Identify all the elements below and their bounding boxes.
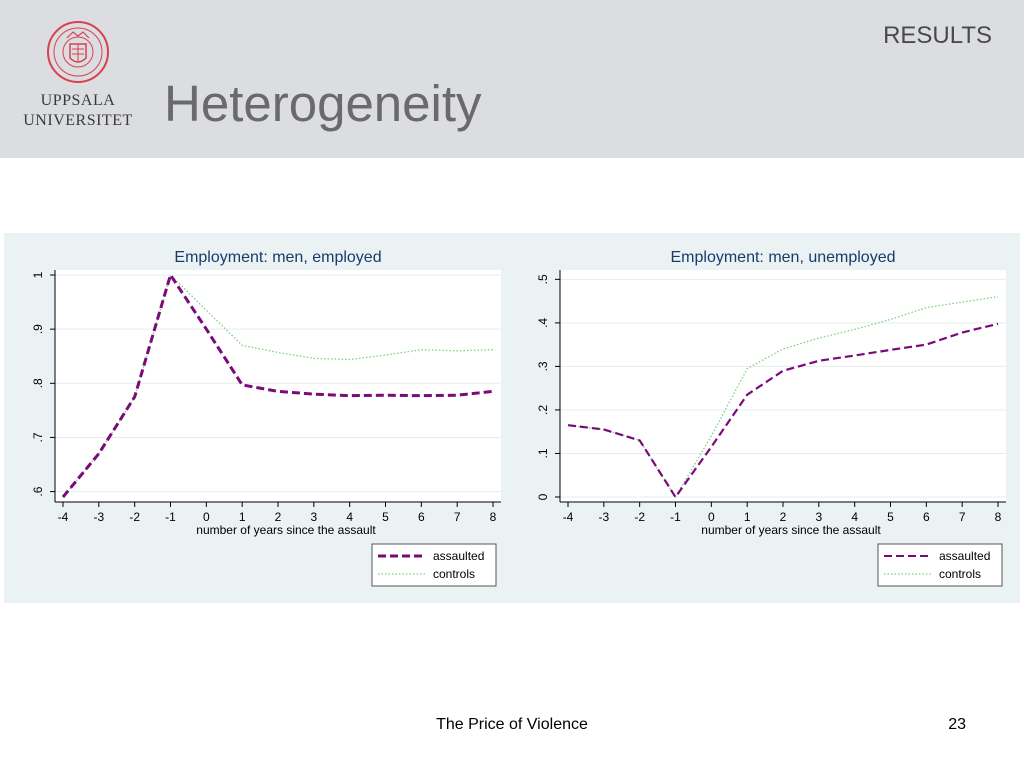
charts-canvas: Employment: men, employed .6 .7 .8 .9 1 -4 -3 -2… [31, 249, 1006, 587]
x-tick-label: 0 [708, 510, 715, 524]
legend-label-controls: controls [939, 567, 981, 581]
series-line-assaulted [61, 271, 494, 498]
x-tick-label: 6 [923, 510, 930, 524]
x-tick-label: -4 [58, 510, 69, 524]
x-axis-label: number of years since the assault [196, 523, 376, 537]
x-tick-label: 2 [275, 510, 282, 524]
x-tick-label: 8 [995, 510, 1002, 524]
logo-text-line2: UNIVERSITET [23, 112, 133, 129]
y-tick-label: .3 [536, 361, 550, 371]
x-tick-label: 7 [959, 510, 966, 524]
x-tick-label: 7 [454, 510, 461, 524]
y-tick-label: .9 [31, 324, 45, 334]
footer-text: The Price of Violence [436, 716, 588, 733]
legend-label-assaulted: assaulted [433, 549, 484, 563]
plot-area [560, 270, 1006, 502]
x-tick-label: -3 [598, 510, 609, 524]
x-tick-label: 4 [851, 510, 858, 524]
x-tick-label: 3 [815, 510, 822, 524]
y-tick-label: .2 [536, 405, 550, 415]
chart-2: Employment: men, unemployed 0 .1 .2 .3 .4 .5 -4… [536, 249, 1006, 587]
x-tick-label: 8 [490, 510, 497, 524]
x-tick-label: 3 [310, 510, 317, 524]
chart-title: Employment: men, employed [174, 249, 381, 266]
university-seal-icon [47, 21, 109, 83]
x-tick-label: 1 [744, 510, 751, 524]
y-tick-label: 1 [31, 271, 45, 278]
x-tick-label: -2 [634, 510, 645, 524]
slide-title: Heterogeneity [164, 75, 482, 132]
x-tick-label: 4 [346, 510, 353, 524]
x-tick-label: 5 [887, 510, 894, 524]
page-number: 23 [948, 716, 966, 733]
y-tick-label: .7 [31, 432, 45, 442]
chart-title: Employment: men, unemployed [671, 249, 896, 266]
x-tick-label: 6 [418, 510, 425, 524]
x-axis-label: number of years since the assault [701, 523, 881, 537]
chart-panel: Employment: men, employed .6 .7 .8 .9 1 -4 -3 -2… [4, 233, 1020, 603]
y-tick-label: 0 [536, 493, 550, 500]
x-tick-label: -1 [165, 510, 176, 524]
chart-1: Employment: men, employed .6 .7 .8 .9 1 -4 -3 -2… [31, 249, 501, 587]
x-tick-label: 5 [382, 510, 389, 524]
y-tick-label: .1 [536, 448, 550, 458]
plot-area [55, 270, 501, 502]
x-tick-label: -3 [93, 510, 104, 524]
slide-header: UPPSALA UNIVERSITET RESULTS Heterogeneit… [0, 0, 1024, 158]
legend: assaulted controls [371, 543, 497, 587]
legend-box [877, 543, 1003, 587]
x-tick-label: -2 [129, 510, 140, 524]
x-tick-label: 1 [239, 510, 246, 524]
series-line-assaulted [567, 322, 999, 499]
logo-text-line1: UPPSALA [40, 92, 116, 109]
x-tick-label: -4 [563, 510, 574, 524]
legend-box [371, 543, 497, 587]
y-tick-label: .4 [536, 318, 550, 328]
y-tick-label: .6 [31, 486, 45, 496]
x-tick-label: 0 [203, 510, 210, 524]
section-label: RESULTS [883, 22, 992, 49]
x-tick-label: 2 [780, 510, 787, 524]
university-logo: UPPSALA UNIVERSITET [20, 18, 136, 136]
x-tick-label: -1 [670, 510, 681, 524]
legend: assaulted controls [877, 543, 1003, 587]
y-tick-label: .5 [536, 274, 550, 284]
legend-label-controls: controls [433, 567, 475, 581]
legend-label-assaulted: assaulted [939, 549, 990, 563]
y-tick-label: .8 [31, 378, 45, 388]
